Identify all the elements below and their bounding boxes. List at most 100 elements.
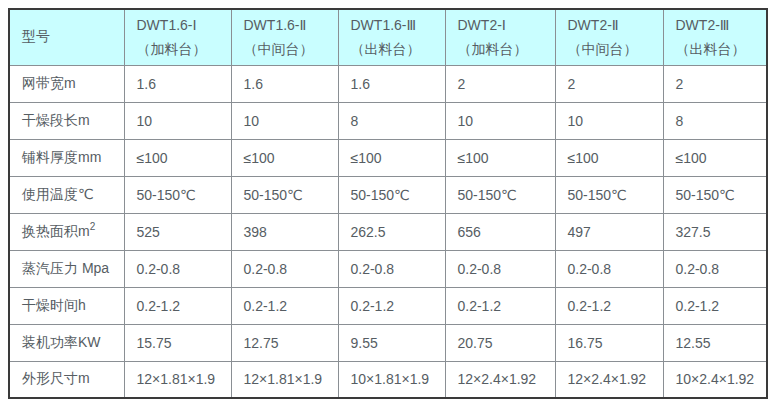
spec-value-cell: 12×1.81×1.9	[231, 361, 338, 398]
table-row: 装机功率KW15.7512.759.5520.7516.7512.55	[9, 324, 767, 361]
model-name: DWT2-Ⅱ	[568, 13, 659, 37]
table-row: 外形尺寸m12×1.81×1.912×1.81×1.910×1.81×1.912…	[9, 361, 767, 398]
spec-value-cell: 10×1.81×1.9	[338, 361, 445, 398]
row-label: 铺料厚度mm	[22, 149, 101, 165]
table-row: 干燥时间h0.2-1.20.2-1.20.2-1.20.2-1.20.2-1.2…	[9, 287, 767, 324]
spec-value-cell: 0.2-1.2	[124, 287, 231, 324]
spec-value-cell: 398	[231, 213, 338, 250]
row-label: 干燥时间h	[22, 297, 86, 313]
model-header-cell: DWT1.6-Ⅲ（出料台）	[338, 9, 445, 65]
spec-table-header: 型号DWT1.6-Ⅰ（加料台）DWT1.6-Ⅱ（中间台）DWT1.6-Ⅲ（出料台…	[9, 9, 767, 65]
spec-value-cell: 525	[124, 213, 231, 250]
spec-value-cell: 1.6	[124, 65, 231, 102]
row-label: 蒸汽压力 Mpa	[22, 260, 109, 276]
spec-value-cell: 50-150℃	[555, 176, 663, 213]
spec-value-cell: 50-150℃	[124, 176, 231, 213]
spec-value-cell: 8	[338, 102, 445, 139]
row-label: 干燥段长m	[22, 112, 90, 128]
station-name: （中间台）	[568, 37, 659, 61]
spec-value-cell: 10	[231, 102, 338, 139]
spec-value-cell: 12×1.81×1.9	[124, 361, 231, 398]
spec-value-cell: 1.6	[338, 65, 445, 102]
spec-value-cell: ≤100	[231, 139, 338, 176]
spec-value-cell: 656	[445, 213, 555, 250]
spec-value-cell: ≤100	[555, 139, 663, 176]
model-name: DWT1.6-Ⅰ	[137, 13, 227, 37]
spec-value-cell: 0.2-1.2	[338, 287, 445, 324]
spec-value-cell: 15.75	[124, 324, 231, 361]
model-header-cell: DWT1.6-Ⅱ（中间台）	[231, 9, 338, 65]
row-label: 装机功率KW	[22, 334, 101, 350]
table-row: 换热面积m2525398262.5656497327.5	[9, 213, 767, 250]
spec-value-cell: 0.2-1.2	[555, 287, 663, 324]
row-label-cell: 换热面积m2	[9, 213, 124, 250]
spec-value-cell: 50-150℃	[445, 176, 555, 213]
row-label-cell: 外形尺寸m	[9, 361, 124, 398]
row-label: 换热面积m	[22, 223, 90, 239]
station-name: （出料台）	[351, 37, 441, 61]
spec-value-cell: 2	[555, 65, 663, 102]
spec-value-cell: 0.2-0.8	[555, 250, 663, 287]
spec-value-cell: 9.55	[338, 324, 445, 361]
row-label-cell: 使用温度℃	[9, 176, 124, 213]
spec-value-cell: 2	[663, 65, 767, 102]
spec-value-cell: 0.2-1.2	[445, 287, 555, 324]
model-header-cell: DWT1.6-Ⅰ（加料台）	[124, 9, 231, 65]
station-name: （中间台）	[244, 37, 334, 61]
spec-value-cell: 50-150℃	[338, 176, 445, 213]
header-row: 型号DWT1.6-Ⅰ（加料台）DWT1.6-Ⅱ（中间台）DWT1.6-Ⅲ（出料台…	[9, 9, 767, 65]
spec-value-cell: 0.2-1.2	[663, 287, 767, 324]
row-label-cell: 网带宽m	[9, 65, 124, 102]
spec-value-cell: 10	[445, 102, 555, 139]
row-label-cell: 蒸汽压力 Mpa	[9, 250, 124, 287]
page: 型号DWT1.6-Ⅰ（加料台）DWT1.6-Ⅱ（中间台）DWT1.6-Ⅲ（出料台…	[0, 0, 774, 407]
model-name: DWT1.6-Ⅲ	[351, 13, 441, 37]
spec-value-cell: 497	[555, 213, 663, 250]
spec-value-cell: 12.55	[663, 324, 767, 361]
table-row: 网带宽m1.61.61.6222	[9, 65, 767, 102]
spec-value-cell: 0.2-1.2	[231, 287, 338, 324]
model-name: DWT1.6-Ⅱ	[244, 13, 334, 37]
spec-value-cell: 10	[555, 102, 663, 139]
spec-value-cell: 0.2-0.8	[124, 250, 231, 287]
spec-value-cell: ≤100	[338, 139, 445, 176]
model-header-cell: DWT2-Ⅱ（中间台）	[555, 9, 663, 65]
spec-value-cell: ≤100	[124, 139, 231, 176]
spec-value-cell: 20.75	[445, 324, 555, 361]
spec-value-cell: ≤100	[445, 139, 555, 176]
spec-value-cell: 0.2-0.8	[663, 250, 767, 287]
row-label-cell: 装机功率KW	[9, 324, 124, 361]
model-header-cell: DWT2-Ⅰ（加料台）	[445, 9, 555, 65]
spec-value-cell: 0.2-0.8	[338, 250, 445, 287]
row-label: 外形尺寸m	[22, 370, 90, 386]
spec-value-cell: 10×2.4×1.92	[663, 361, 767, 398]
row-label: 使用温度℃	[22, 186, 94, 202]
spec-table-body: 网带宽m1.61.61.6222干燥段长m1010810108铺料厚度mm≤10…	[9, 65, 767, 398]
model-name: DWT2-Ⅲ	[676, 13, 763, 37]
spec-value-cell: 8	[663, 102, 767, 139]
spec-value-cell: 327.5	[663, 213, 767, 250]
row-label: 网带宽m	[22, 75, 76, 91]
spec-value-cell: ≤100	[663, 139, 767, 176]
spec-table: 型号DWT1.6-Ⅰ（加料台）DWT1.6-Ⅱ（中间台）DWT1.6-Ⅲ（出料台…	[8, 8, 768, 399]
model-header-cell: DWT2-Ⅲ（出料台）	[663, 9, 767, 65]
station-name: （加料台）	[458, 37, 551, 61]
station-name: （加料台）	[137, 37, 227, 61]
spec-value-cell: 2	[445, 65, 555, 102]
spec-value-cell: 10	[124, 102, 231, 139]
spec-value-cell: 50-150℃	[231, 176, 338, 213]
spec-value-cell: 12.75	[231, 324, 338, 361]
spec-value-cell: 0.2-0.8	[445, 250, 555, 287]
spec-value-cell: 262.5	[338, 213, 445, 250]
row-label-superscript: 2	[90, 221, 96, 232]
table-row: 蒸汽压力 Mpa0.2-0.80.2-0.80.2-0.80.2-0.80.2-…	[9, 250, 767, 287]
spec-value-cell: 1.6	[231, 65, 338, 102]
station-name: （出料台）	[676, 37, 763, 61]
row-label-cell: 干燥时间h	[9, 287, 124, 324]
table-row: 铺料厚度mm≤100≤100≤100≤100≤100≤100	[9, 139, 767, 176]
spec-value-cell: 0.2-0.8	[231, 250, 338, 287]
model-name: DWT2-Ⅰ	[458, 13, 551, 37]
spec-value-cell: 12×2.4×1.92	[445, 361, 555, 398]
header-corner-cell: 型号	[9, 9, 124, 65]
row-label-cell: 干燥段长m	[9, 102, 124, 139]
